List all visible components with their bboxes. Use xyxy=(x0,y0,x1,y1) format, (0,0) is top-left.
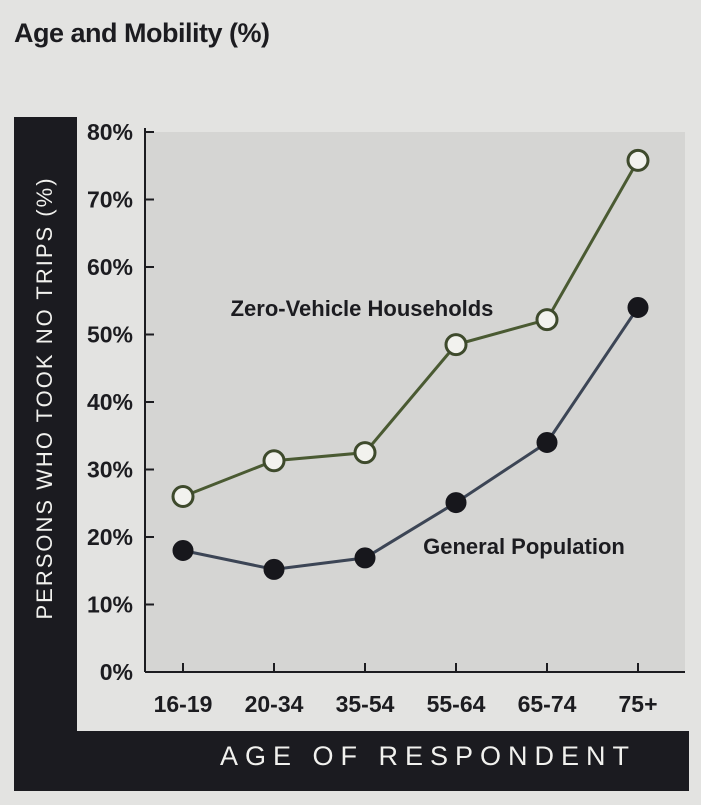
data-point xyxy=(445,492,467,514)
data-point xyxy=(627,297,649,318)
y-tick-label: 20% xyxy=(87,524,133,550)
x-tick-label: 35-54 xyxy=(336,691,395,717)
data-point xyxy=(536,432,558,453)
y-axis-frame xyxy=(14,117,77,791)
data-point xyxy=(626,148,650,172)
x-tick-label: 55-64 xyxy=(427,691,486,717)
y-tick-label: 50% xyxy=(87,322,133,348)
data-point xyxy=(353,441,377,465)
data-point xyxy=(171,485,195,508)
data-point xyxy=(172,540,194,561)
chart-title: Age and Mobility (%) xyxy=(14,18,270,48)
data-point xyxy=(444,333,468,357)
data-point xyxy=(263,558,285,580)
y-tick-label: 70% xyxy=(87,187,133,213)
y-tick-label: 10% xyxy=(87,592,133,618)
x-tick-label: 75+ xyxy=(618,691,657,717)
x-axis-frame xyxy=(14,731,689,791)
series-line xyxy=(182,159,640,498)
x-tick-label: 65-74 xyxy=(518,691,577,717)
y-tick-label: 40% xyxy=(87,389,133,415)
series-label: Zero-Vehicle Households xyxy=(231,296,494,321)
data-point xyxy=(535,308,559,332)
series-line xyxy=(182,306,640,571)
y-tick-label: 30% xyxy=(87,457,133,483)
data-point xyxy=(262,449,286,473)
data-point xyxy=(354,547,376,569)
y-tick-label: 60% xyxy=(87,254,133,280)
y-tick-label: 0% xyxy=(100,659,133,685)
x-axis-title: AGE OF RESPONDENT xyxy=(220,741,637,771)
y-tick-label: 80% xyxy=(87,119,133,145)
plot-area xyxy=(145,132,685,672)
x-tick-label: 16-19 xyxy=(154,691,213,717)
series-label: General Population xyxy=(423,534,625,559)
x-tick-label: 20-34 xyxy=(245,691,304,717)
